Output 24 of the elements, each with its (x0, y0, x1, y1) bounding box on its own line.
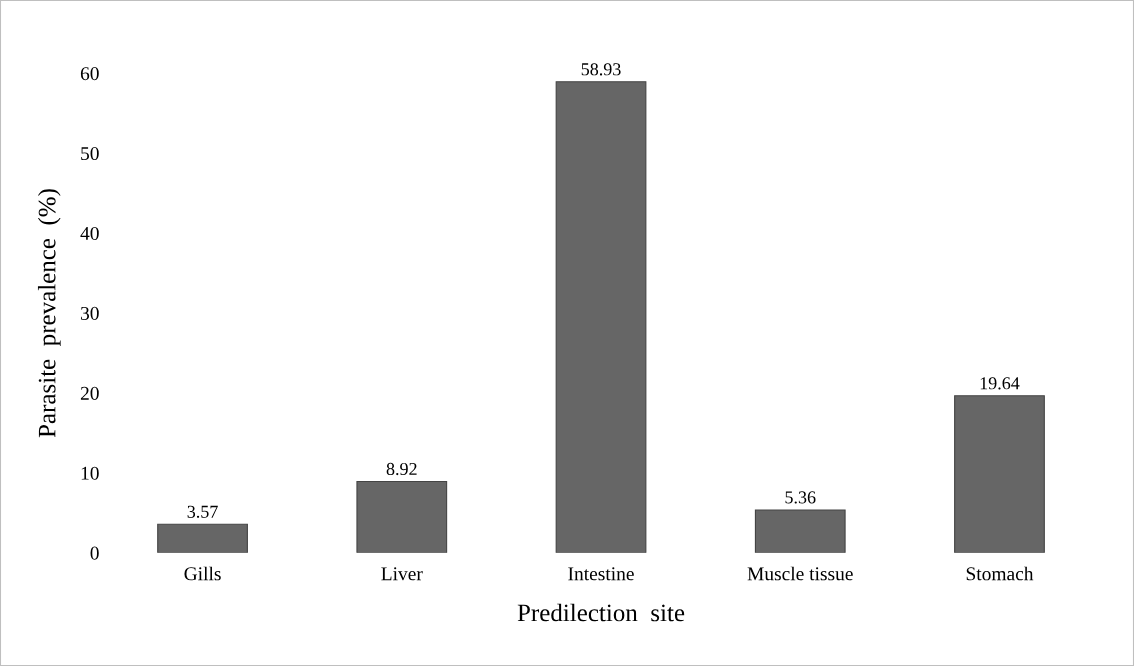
x-tick-label: Stomach (966, 566, 1034, 581)
data-label: 58.93 (581, 63, 621, 76)
x-tick-label: Liver (381, 567, 423, 581)
bar (157, 523, 248, 553)
x-tick-label: Intestine (568, 567, 634, 581)
bar (356, 480, 448, 553)
x-axis-title: Predilection site (517, 603, 685, 622)
y-tick-label: 30 (81, 306, 99, 320)
data-label: 5.36 (785, 491, 816, 504)
y-tick-label: 0 (90, 546, 99, 560)
y-tick-label: 10 (81, 466, 99, 480)
bar (754, 509, 846, 553)
data-label: 3.57 (187, 505, 218, 518)
y-tick-label: 20 (80, 386, 99, 400)
y-axis-title: Parasite prevalence (%) (37, 189, 61, 438)
y-tick-label: 40 (80, 226, 99, 241)
bar (954, 395, 1045, 553)
y-tick-label: 60 (80, 67, 99, 81)
x-tick-label: Gills (184, 566, 221, 581)
y-tick-label: 50 (81, 147, 99, 161)
bar (555, 81, 647, 553)
data-label: 8.92 (386, 462, 417, 476)
data-label: 19.64 (980, 377, 1020, 390)
x-tick-label: Muscle tissue (747, 566, 853, 581)
